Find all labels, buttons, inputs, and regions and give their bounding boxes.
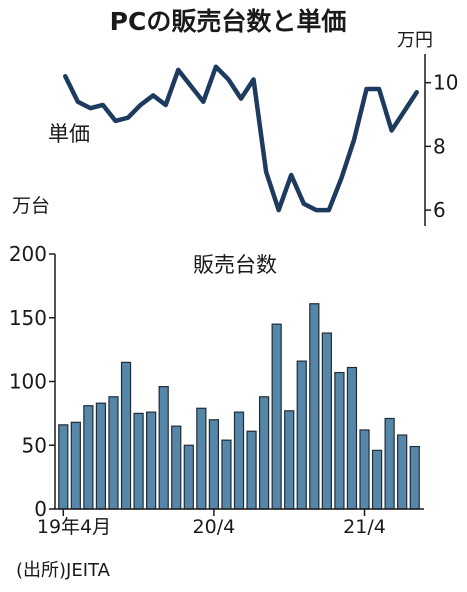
sales-bar (409, 445, 420, 510)
sales-y-tick-label: 50 (22, 433, 47, 457)
sales-bar (196, 407, 207, 510)
sales-bar (133, 412, 144, 510)
sales-bar (208, 419, 220, 510)
price-series-label: 単価 (48, 122, 90, 146)
sales-bar (171, 425, 182, 510)
sales-y-tick-label: 0 (34, 497, 47, 521)
sales-y-tick-label: 150 (9, 306, 47, 330)
sales-bar (346, 366, 358, 510)
price-y-tick-label: 6 (433, 198, 446, 222)
price-y-tick-label: 8 (433, 134, 446, 158)
sales-bar (258, 396, 270, 510)
sales-bar (296, 360, 307, 510)
sales-x-tick-label: 19年4月 (37, 516, 111, 538)
sales-bar (246, 430, 257, 510)
sales-y-tick-label: 100 (9, 370, 47, 394)
sales-bar (233, 411, 245, 510)
sales-bar (158, 386, 169, 510)
price-unit-label: 万円 (397, 30, 433, 51)
sales-bar (384, 417, 395, 510)
sales-bar (183, 444, 194, 510)
sales-bar (371, 449, 383, 510)
sales-bar (221, 439, 232, 510)
sales-unit-label: 万台 (12, 195, 50, 217)
sales-bar (309, 303, 320, 510)
sales-bar (108, 396, 119, 510)
sales-bar (58, 424, 69, 510)
sales-bar (359, 429, 370, 510)
sales-bar (120, 361, 132, 510)
sales-y-tick-label: 200 (9, 242, 47, 266)
sales-x-tick-label: 20/4 (193, 516, 236, 538)
chart-title: PCの販売台数と単価 (110, 7, 347, 36)
sales-bar (95, 402, 107, 510)
sales-bar (70, 421, 81, 510)
sales-bar (334, 371, 345, 510)
sales-bar (146, 411, 157, 510)
sales-bar (271, 323, 282, 510)
sales-bar (284, 410, 295, 510)
sales-bar (321, 332, 332, 510)
sales-series-label: 販売台数 (193, 253, 277, 277)
sales-bar-panel: 万台 販売台数 0 50 100 150 200 19年4月 20/4 21/4 (9, 195, 424, 538)
sales-x-tick-label: 21/4 (343, 516, 386, 538)
sales-bar (397, 434, 408, 510)
sales-bar (83, 405, 94, 510)
price-y-tick-label: 10 (433, 71, 458, 95)
source-note: (出所)JEITA (16, 560, 111, 581)
price-line-panel: 万円 単価 6 8 10 (48, 30, 458, 226)
price-line (63, 64, 419, 213)
